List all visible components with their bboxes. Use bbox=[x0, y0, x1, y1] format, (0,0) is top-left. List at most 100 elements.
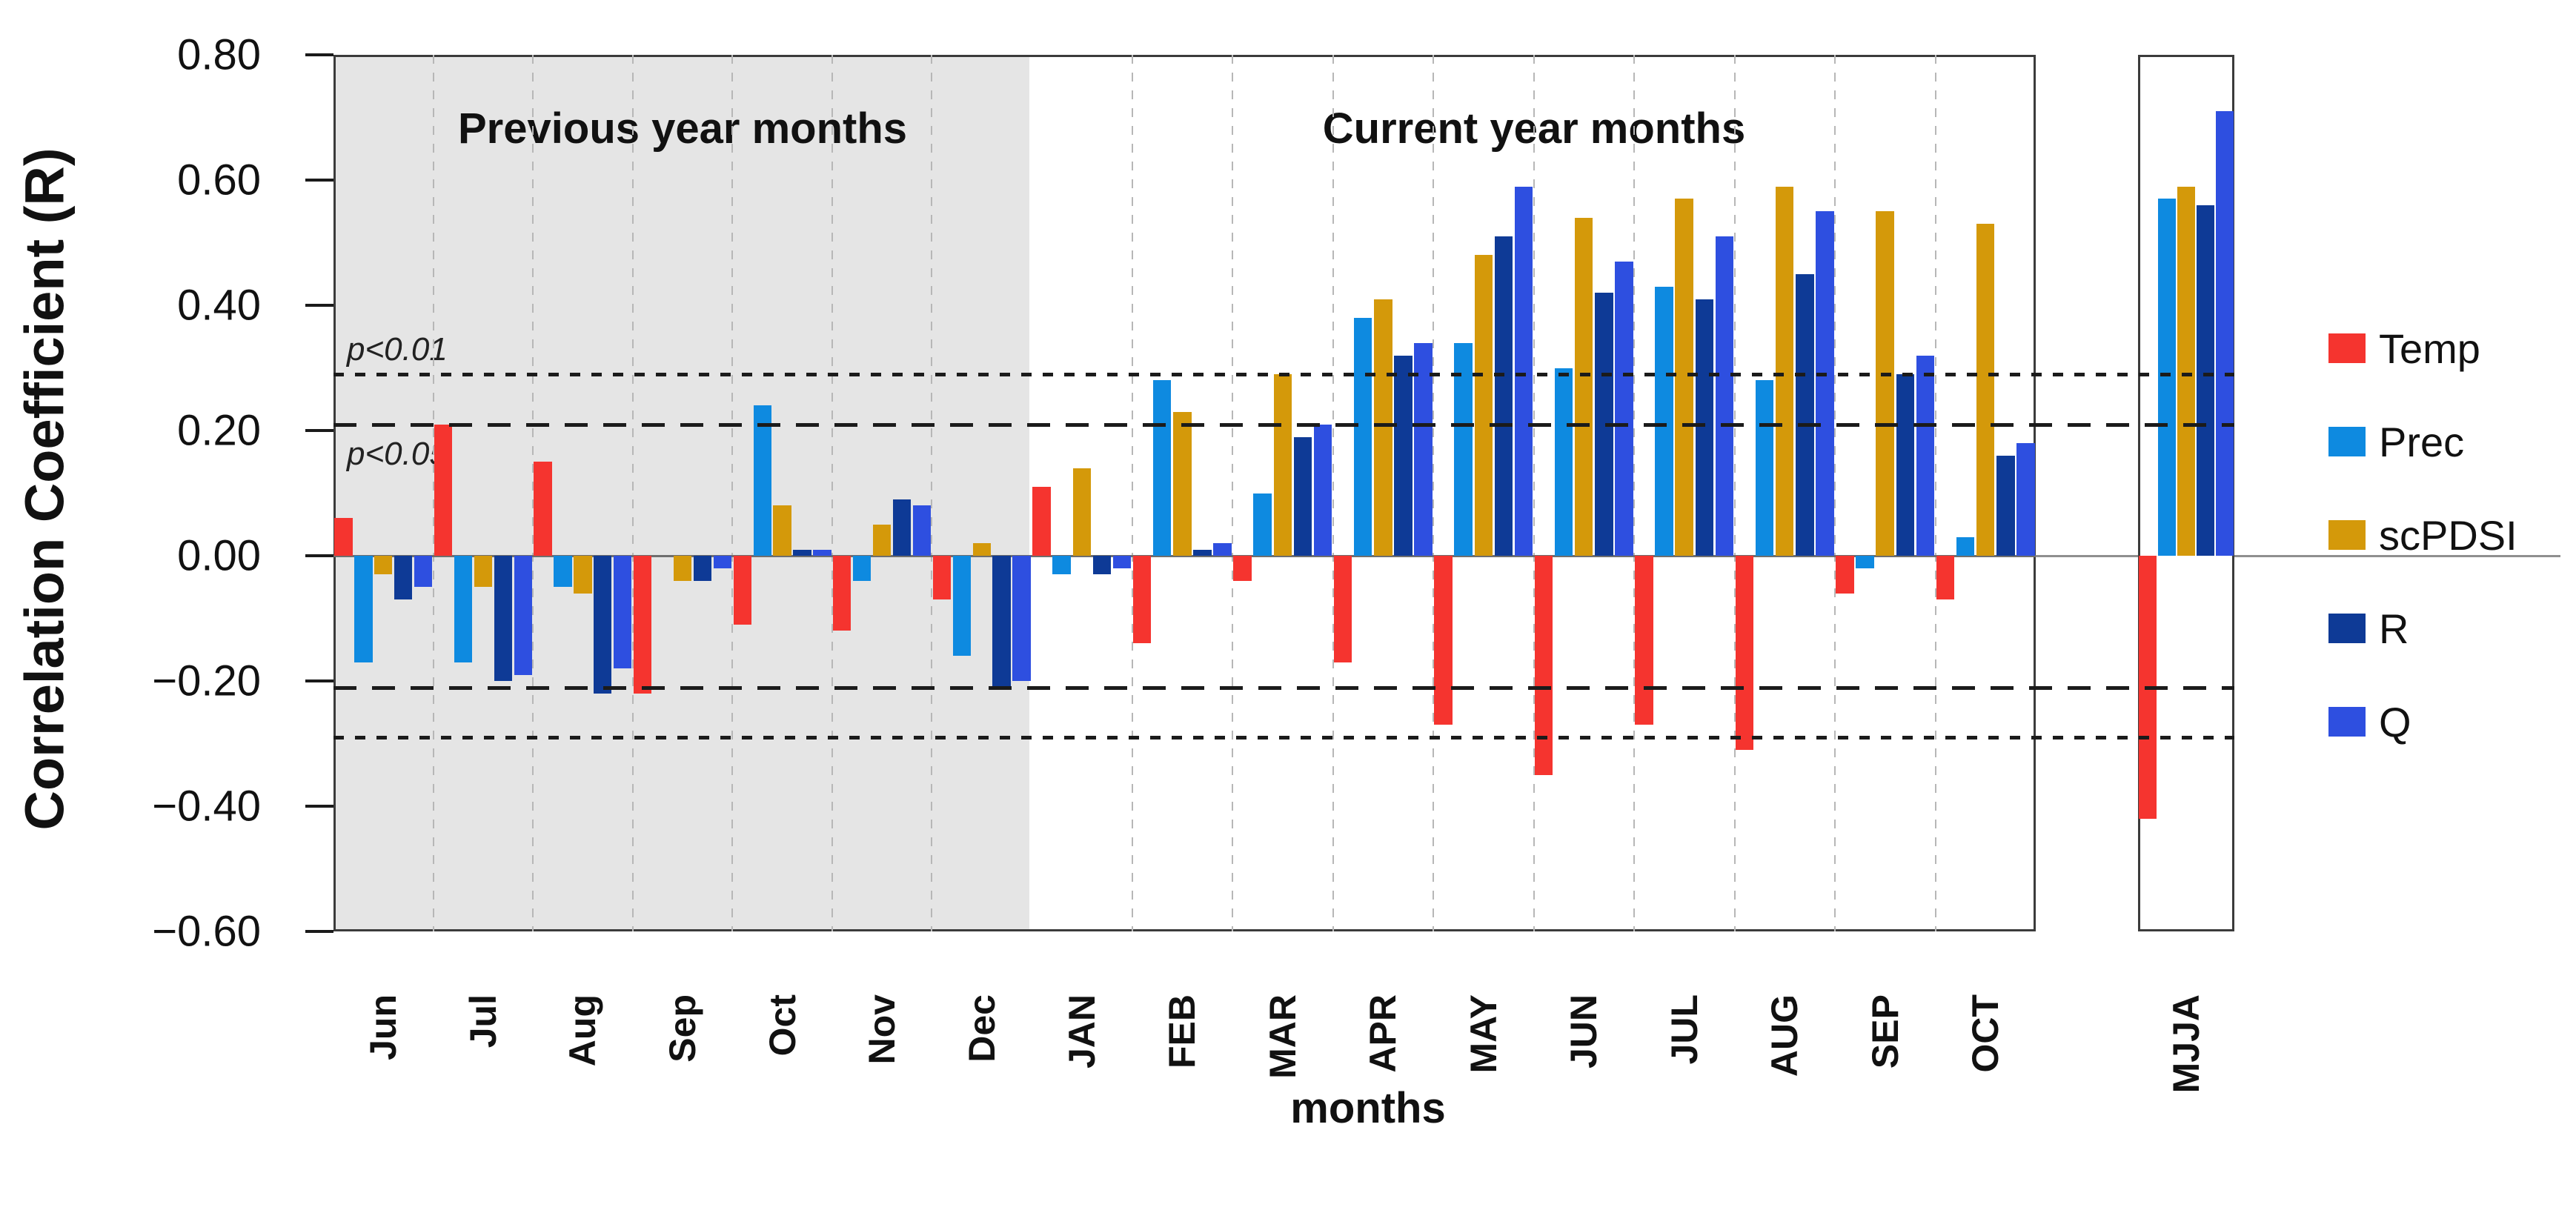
bar-temp-apr bbox=[1333, 556, 1352, 662]
month-separator-gridline bbox=[1232, 55, 1233, 931]
y-axis-tick-label: 0.60 bbox=[177, 156, 261, 205]
bar-temp-sep bbox=[1836, 556, 1854, 594]
bar-scpdsi-jan bbox=[1072, 468, 1092, 556]
x-axis-label-oct: Oct bbox=[761, 994, 803, 1057]
bar-temp-jul bbox=[1635, 556, 1653, 725]
bar-q-apr bbox=[1414, 342, 1433, 556]
bar-r-aug bbox=[1796, 273, 1814, 556]
bar-r-jan bbox=[1092, 556, 1112, 575]
x-axis-label-may: MAY bbox=[1462, 994, 1504, 1074]
bar-scpdsi-jul bbox=[474, 556, 492, 588]
y-axis-tick-label: 0.00 bbox=[177, 531, 261, 580]
legend-label-temp: Temp bbox=[2379, 325, 2480, 372]
bar-prec-mar bbox=[1253, 493, 1272, 556]
bar-prec-jun bbox=[1554, 368, 1573, 556]
x-axis-label-jul: JUL bbox=[1663, 994, 1705, 1065]
legend-swatch-q bbox=[2328, 707, 2366, 737]
y-axis-tick bbox=[305, 805, 333, 808]
bar-q-jun bbox=[414, 556, 433, 588]
y-axis-tick-label: −0.40 bbox=[152, 782, 261, 831]
legend-label-q: Q bbox=[2379, 699, 2411, 745]
bar-r-oct bbox=[793, 549, 811, 556]
x-axis-label-sep: SEP bbox=[1864, 994, 1906, 1069]
p005-label: p<0.05 bbox=[347, 436, 448, 472]
y-axis-tick-label: −0.60 bbox=[152, 907, 261, 956]
legend-label-prec: Prec bbox=[2379, 419, 2465, 465]
bar-temp-jul bbox=[434, 424, 453, 556]
bar-r-jul bbox=[1695, 299, 1714, 556]
bar-scpdsi-mar bbox=[1273, 374, 1292, 556]
bar-q-aug bbox=[614, 556, 632, 669]
x-axis-label-nov: Nov bbox=[861, 994, 903, 1065]
y-axis-tick bbox=[305, 179, 333, 182]
bar-prec-jan bbox=[1052, 556, 1071, 575]
y-axis-tick-label: −0.20 bbox=[152, 657, 261, 705]
bar-scpdsi-sep bbox=[1876, 211, 1894, 556]
bar-temp-aug bbox=[1735, 556, 1754, 750]
bar-r-aug bbox=[594, 556, 612, 694]
significance-line-0.29 bbox=[333, 373, 2234, 376]
bar-prec-may bbox=[1454, 342, 1473, 556]
bar-temp-oct bbox=[1936, 556, 1955, 600]
legend-swatch-prec bbox=[2328, 427, 2366, 456]
bar-q-feb bbox=[1213, 543, 1232, 556]
y-axis-tick-label: 0.40 bbox=[177, 281, 261, 330]
bar-r-feb bbox=[1193, 549, 1212, 556]
y-axis-tick-label: 0.20 bbox=[177, 406, 261, 455]
bar-prec-jul bbox=[1655, 286, 1673, 556]
bar-temp-jan bbox=[1032, 487, 1051, 556]
bar-r-nov bbox=[892, 499, 912, 556]
month-separator-gridline bbox=[1934, 55, 1936, 931]
legend-swatch-r bbox=[2328, 614, 2366, 643]
bar-scpdsi-jun bbox=[1574, 217, 1593, 556]
bar-q-jan bbox=[1112, 556, 1132, 568]
bar-q-jul bbox=[1715, 236, 1734, 556]
x-axis-label-feb: FEB bbox=[1161, 994, 1204, 1069]
bar-r-oct bbox=[1996, 455, 2015, 556]
bar-q-jun bbox=[1615, 261, 1633, 556]
bar-q-jul bbox=[514, 556, 532, 675]
y-axis-tick bbox=[305, 554, 333, 557]
bar-temp-aug bbox=[534, 462, 552, 556]
month-separator-gridline bbox=[532, 55, 534, 931]
x-axis-label-sep: Sep bbox=[662, 994, 703, 1063]
bar-scpdsi-apr bbox=[1374, 299, 1392, 556]
month-separator-gridline bbox=[1131, 55, 1133, 931]
x-axis-label-oct: OCT bbox=[1965, 994, 2007, 1073]
bar-temp-feb bbox=[1132, 556, 1152, 644]
bar-prec-feb bbox=[1152, 380, 1172, 556]
y-axis-title: Correlation Coefficient (R) bbox=[13, 147, 76, 831]
x-axis-label-mar: MAR bbox=[1261, 994, 1304, 1079]
bar-prec-aug bbox=[554, 556, 572, 588]
y-axis-tick bbox=[305, 429, 333, 432]
bar-scpdsi-jul bbox=[1675, 199, 1693, 556]
bar-q-oct bbox=[813, 549, 831, 556]
legend-swatch-temp bbox=[2328, 333, 2366, 363]
month-separator-gridline bbox=[931, 55, 933, 931]
month-separator-gridline bbox=[731, 55, 734, 931]
x-axis-title: months bbox=[1290, 1084, 1446, 1132]
bar-scpdsi-oct bbox=[1976, 224, 1995, 556]
bar-scpdsi-dec bbox=[972, 543, 991, 556]
y-axis-tick bbox=[305, 53, 333, 56]
bar-temp-oct bbox=[733, 556, 751, 625]
bar-temp-nov bbox=[833, 556, 852, 631]
legend-swatch-scpdsi bbox=[2328, 520, 2366, 550]
y-axis-tick bbox=[305, 679, 333, 682]
bar-prec-dec bbox=[952, 556, 971, 657]
bar-prec-sep bbox=[1856, 556, 1874, 568]
bar-scpdsi-sep bbox=[673, 556, 692, 581]
month-separator-gridline bbox=[631, 55, 634, 931]
bar-r-may bbox=[1494, 236, 1513, 556]
x-axis-label-jan: JAN bbox=[1060, 994, 1103, 1069]
bar-scpdsi-aug bbox=[574, 556, 592, 594]
bar-r-dec bbox=[992, 556, 1011, 688]
bar-prec-aug bbox=[1755, 380, 1774, 556]
bar-r-jun bbox=[394, 556, 413, 600]
y-axis-tick bbox=[305, 930, 333, 933]
bar-r-jul bbox=[494, 556, 512, 681]
bar-q-oct bbox=[2016, 442, 2035, 556]
significance-line--0.21 bbox=[333, 685, 2234, 690]
bar-scpdsi-may bbox=[1474, 255, 1493, 556]
